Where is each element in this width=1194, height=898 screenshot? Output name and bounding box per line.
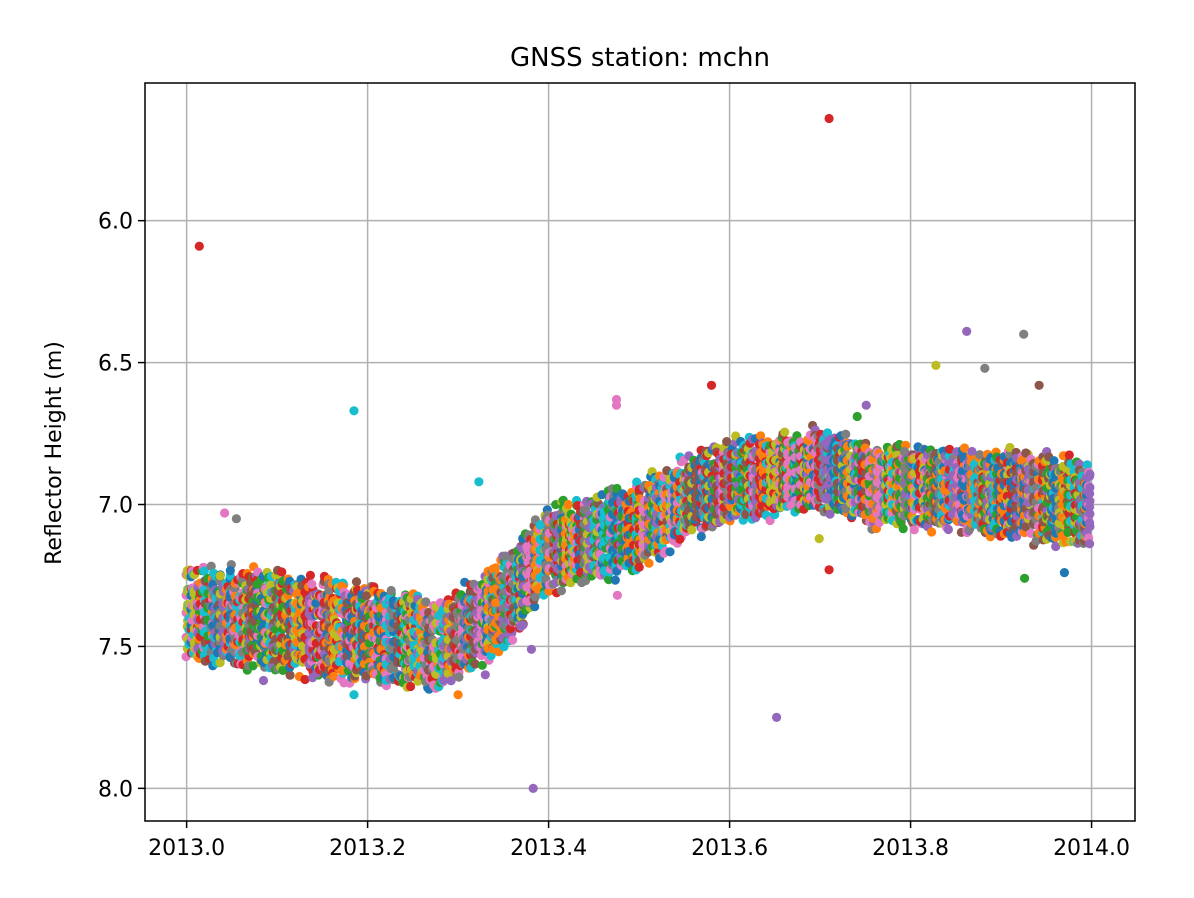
data-point	[943, 524, 954, 535]
data-point	[632, 477, 642, 487]
data-point	[556, 586, 567, 596]
data-point	[507, 635, 518, 645]
data-point	[909, 525, 919, 535]
data-point	[841, 429, 851, 439]
data-point	[756, 431, 766, 441]
data-point	[1005, 442, 1015, 453]
grid-lines	[145, 83, 1135, 821]
data-point	[329, 671, 339, 681]
data-point	[741, 509, 751, 519]
chart-title: GNSS station: mchn	[510, 43, 770, 73]
data-point	[780, 427, 790, 437]
data-point	[300, 674, 310, 685]
data-point	[491, 563, 501, 573]
data-point	[675, 534, 685, 544]
data-point	[530, 602, 540, 612]
data-point	[898, 524, 908, 534]
data-point	[206, 561, 216, 571]
data-point	[975, 450, 985, 460]
data-point	[277, 567, 287, 577]
data-point	[470, 659, 480, 669]
data-point	[351, 577, 362, 587]
data-point	[446, 676, 456, 686]
data-point	[454, 672, 464, 682]
data-point	[361, 591, 371, 601]
data-point	[386, 585, 396, 596]
data-point	[215, 658, 225, 668]
data-point	[518, 620, 528, 630]
data-point	[825, 509, 835, 519]
data-point	[959, 443, 970, 453]
y-axis-label: Reflector Height (m)	[42, 341, 67, 565]
data-point	[305, 570, 315, 581]
data-point	[421, 597, 431, 607]
data-point	[530, 592, 541, 602]
data-point	[967, 446, 977, 457]
data-point	[634, 562, 644, 572]
data-point	[225, 566, 235, 576]
data-point	[406, 681, 416, 692]
data-point	[944, 444, 955, 454]
data-point	[307, 579, 317, 589]
data-point	[604, 575, 614, 585]
data-point	[477, 660, 487, 670]
data-point	[337, 666, 347, 676]
data-point	[722, 437, 732, 447]
data-point	[215, 571, 225, 581]
data-point	[927, 527, 937, 537]
data-point	[665, 547, 675, 557]
data-point	[696, 531, 706, 542]
data-point	[544, 586, 554, 596]
data-points	[181, 113, 1095, 794]
data-point	[248, 661, 258, 671]
data-point	[822, 428, 833, 438]
data-point	[687, 525, 697, 535]
data-point	[610, 575, 620, 585]
data-point	[199, 566, 209, 576]
data-point	[563, 499, 573, 510]
data-point	[285, 670, 295, 680]
data-point	[644, 558, 654, 568]
